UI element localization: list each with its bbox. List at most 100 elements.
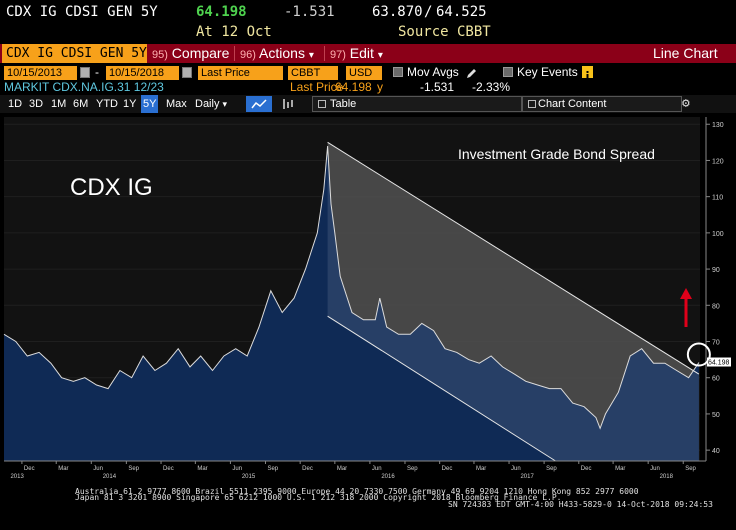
- x-year-label: 2013: [10, 474, 24, 480]
- period-1m[interactable]: 1M: [51, 98, 67, 110]
- ticker-field[interactable]: CDX IG CDSI GEN 5Y: [2, 44, 147, 63]
- x-tick-label: Jun: [232, 466, 242, 472]
- compare-number: 95): [152, 49, 168, 61]
- actions-number: 96): [240, 49, 256, 61]
- footer-contacts-2: Japan 81 3 3201 8900 Singapore 65 6212 1…: [75, 493, 562, 502]
- calendar-icon[interactable]: [182, 67, 192, 78]
- trend-channel: [327, 142, 699, 462]
- legend-last-price-label: Last Price: [290, 80, 344, 94]
- mov-avgs-checkbox[interactable]: [393, 67, 403, 77]
- period-ytd[interactable]: YTD: [96, 98, 118, 110]
- x-tick-label: Sep: [267, 466, 278, 472]
- ticker-title: CDX IG CDSI GEN 5Y: [6, 4, 158, 20]
- content-icon: [528, 100, 536, 108]
- security-name: MARKIT CDX.NA.IG.31 12/23: [4, 80, 164, 94]
- footer-session: SN 724383 EDT GMT-4:00 H433-5829-0 14-Oc…: [448, 500, 713, 509]
- period-1d[interactable]: 1D: [8, 98, 23, 110]
- line-chart-icon[interactable]: [246, 96, 272, 112]
- actions-menu[interactable]: 96) Actions ▾: [240, 44, 314, 63]
- last-value-tag: 64.198: [707, 357, 731, 367]
- y-tick-label: 110: [712, 195, 723, 202]
- key-events-label: Key Events: [517, 65, 578, 79]
- x-tick-label: Sep: [546, 466, 557, 472]
- x-tick-label: Mar: [197, 466, 207, 472]
- legend-last-price-value: 64.198: [335, 80, 372, 94]
- y-tick-label: 70: [712, 340, 720, 347]
- menu-divider: [324, 46, 325, 61]
- compare-button[interactable]: 95) Compare: [152, 44, 229, 63]
- range-low: 63.870: [372, 4, 423, 20]
- x-tick-label: Dec: [581, 466, 592, 472]
- start-date-field[interactable]: 10/15/2013: [4, 66, 77, 80]
- quote-source: Source CBBT: [398, 24, 491, 40]
- x-tick-label: Mar: [337, 466, 347, 472]
- legend-change: -1.531: [420, 80, 455, 94]
- gear-icon[interactable]: ⚙: [682, 96, 690, 111]
- y-tick-label: 80: [712, 303, 720, 310]
- field-select[interactable]: Last Price: [198, 66, 283, 80]
- menu-divider: [234, 46, 235, 61]
- y-tick-label: 90: [712, 267, 720, 274]
- x-tick-label: Sep: [128, 466, 139, 472]
- bar-chart-icon[interactable]: [280, 96, 296, 112]
- price-change: -1.531: [284, 4, 335, 20]
- y-tick-label: 130: [712, 122, 724, 129]
- menu-bar: [0, 44, 736, 63]
- x-tick-label: Jun: [650, 466, 660, 472]
- last-price: 64.198: [196, 4, 247, 20]
- x-year-label: 2018: [660, 474, 674, 480]
- quote-date: At 12 Oct: [196, 24, 272, 40]
- y-axis: 40 50 60 70 80 90 100 110 120 130: [705, 117, 724, 461]
- x-axis: Dec Mar Jun Sep Dec Mar Jun Sep Dec Mar Jun Sep Dec M…: [4, 460, 706, 480]
- calendar-icon[interactable]: [80, 67, 90, 78]
- series-line: [3, 145, 700, 430]
- x-tick-label: Mar: [615, 466, 625, 472]
- table-icon: [318, 100, 326, 108]
- period-1y[interactable]: 1Y: [123, 98, 137, 110]
- period-max[interactable]: Max: [166, 98, 187, 110]
- up-arrow-icon: [680, 288, 692, 327]
- channel-upper-line: [327, 141, 700, 375]
- actions-label: Actions: [259, 45, 305, 61]
- chevron-down-icon: ▾: [377, 50, 383, 61]
- end-date-field[interactable]: 10/15/2018: [106, 66, 179, 80]
- period-5y[interactable]: 5Y: [141, 95, 159, 113]
- frequency-select[interactable]: Daily ▾: [195, 95, 227, 113]
- x-tick-label: Mar: [476, 466, 486, 472]
- x-year-label: 2016: [381, 474, 395, 480]
- x-year-label: 2014: [103, 474, 117, 480]
- frequency-label: Daily: [195, 98, 220, 110]
- last-value-label: 64.198: [708, 360, 730, 367]
- table-toggle[interactable]: [312, 96, 522, 112]
- chart-annotation: Investment Grade Bond Spread: [458, 146, 655, 162]
- key-events-checkbox[interactable]: [503, 67, 513, 77]
- footer-contacts-1: Australia 61 2 9777 8600 Brazil 5511 239…: [75, 487, 639, 496]
- y-tick-label: 60: [712, 376, 720, 383]
- y-tick-label: 120: [712, 158, 724, 165]
- currency-select[interactable]: USD: [346, 66, 382, 80]
- range-separator: /: [424, 4, 433, 20]
- x-tick-label: Dec: [24, 466, 35, 472]
- compare-label: Compare: [171, 45, 230, 61]
- x-tick-label: Sep: [685, 466, 696, 472]
- source-select[interactable]: CBBT: [288, 66, 338, 80]
- edit-menu[interactable]: 97) Edit ▾: [330, 44, 383, 63]
- y-tick-label: 50: [712, 412, 720, 419]
- last-value-circle: [686, 342, 711, 367]
- period-3d[interactable]: 3D: [29, 98, 44, 110]
- y-tick-label: 40: [712, 448, 720, 455]
- x-tick-label: Dec: [302, 466, 313, 472]
- x-tick-label: Jun: [511, 466, 521, 472]
- x-year-label: 2017: [520, 474, 534, 480]
- chart-content-button[interactable]: [522, 96, 682, 112]
- x-tick-label: Jun: [372, 466, 382, 472]
- area-fill: [4, 146, 699, 461]
- table-label: Table: [330, 98, 357, 110]
- x-tick-label: Jun: [93, 466, 103, 472]
- info-icon[interactable]: [582, 66, 593, 79]
- period-6m[interactable]: 6M: [73, 98, 89, 110]
- x-tick-label: Sep: [407, 466, 418, 472]
- x-tick-label: Dec: [442, 466, 453, 472]
- pencil-icon[interactable]: [465, 65, 477, 79]
